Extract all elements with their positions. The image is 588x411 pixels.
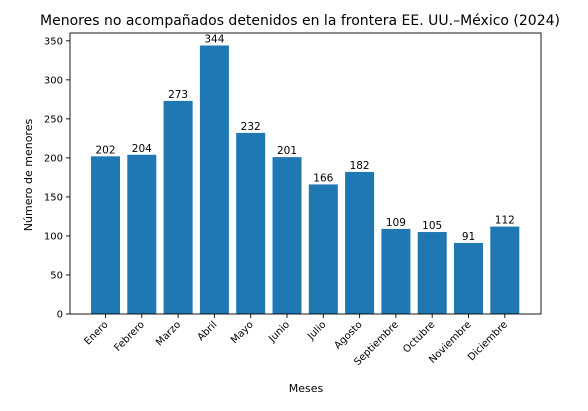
bar-enero xyxy=(91,156,120,314)
bar-agosto xyxy=(345,171,375,314)
bar-value-label: 201 xyxy=(277,145,297,157)
bar-value-label: 109 xyxy=(386,217,406,229)
x-tick-label: Agosto xyxy=(333,319,365,351)
x-tick-label: Diciembre xyxy=(466,319,510,363)
bar-value-label: 202 xyxy=(95,144,115,156)
bar-septiembre xyxy=(381,228,411,314)
y-tick-label: 50 xyxy=(50,270,63,281)
plot-frame xyxy=(69,32,542,315)
y-axis: 0 50 100 150 200 250 300 350 xyxy=(44,36,70,321)
y-tick-label: 250 xyxy=(44,114,63,125)
x-tick-label: Abril xyxy=(196,319,220,343)
y-tick-label: 150 xyxy=(44,192,63,203)
bar-value-label: 105 xyxy=(422,220,442,232)
bar-diciembre xyxy=(490,226,520,314)
y-axis-label: Número de menores xyxy=(22,119,35,232)
bar-value-label: 204 xyxy=(132,143,152,155)
x-tick-label: Febrero xyxy=(112,319,146,353)
x-tick-label: Julio xyxy=(305,319,328,342)
bar-julio xyxy=(308,184,338,314)
x-tick-label: Octubre xyxy=(401,319,437,355)
bar-value-label: 112 xyxy=(495,215,515,227)
x-tick-label: Junio xyxy=(266,319,292,345)
bar-marzo xyxy=(163,100,193,315)
bar-octubre xyxy=(417,232,447,314)
x-tick-label: Enero xyxy=(82,319,110,347)
bar-abril xyxy=(199,45,229,314)
chart-title: Menores no acompañados detenidos en la f… xyxy=(40,13,560,29)
bar-value-label: 182 xyxy=(350,160,370,172)
x-tick-label: Marzo xyxy=(154,319,183,348)
bar-junio xyxy=(272,157,302,314)
bar-mayo xyxy=(236,132,266,314)
bar-value-label: 91 xyxy=(462,231,475,243)
y-tick-label: 200 xyxy=(44,153,63,164)
bar-value-label: 344 xyxy=(204,33,224,45)
bar-value-label: 273 xyxy=(168,89,188,101)
y-tick-label: 300 xyxy=(44,75,63,86)
x-axis: Enero Febrero Marzo Abril Mayo Junio Julio Agos… xyxy=(82,314,510,368)
y-tick-label: 100 xyxy=(44,231,63,242)
bar-noviembre xyxy=(454,242,483,314)
bars-layer xyxy=(91,45,520,315)
bar-value-label: 166 xyxy=(313,172,333,184)
x-tick-label: Mayo xyxy=(229,319,256,346)
y-tick-label: 350 xyxy=(44,36,63,47)
bar-labels-layer: 202 204 273 344 232 201 166 182 109 105 91 112 xyxy=(95,33,514,242)
bar-value-label: 232 xyxy=(241,121,261,133)
x-axis-label: Meses xyxy=(289,382,324,395)
bar-febrero xyxy=(127,154,157,314)
y-tick-label: 0 xyxy=(57,310,63,321)
